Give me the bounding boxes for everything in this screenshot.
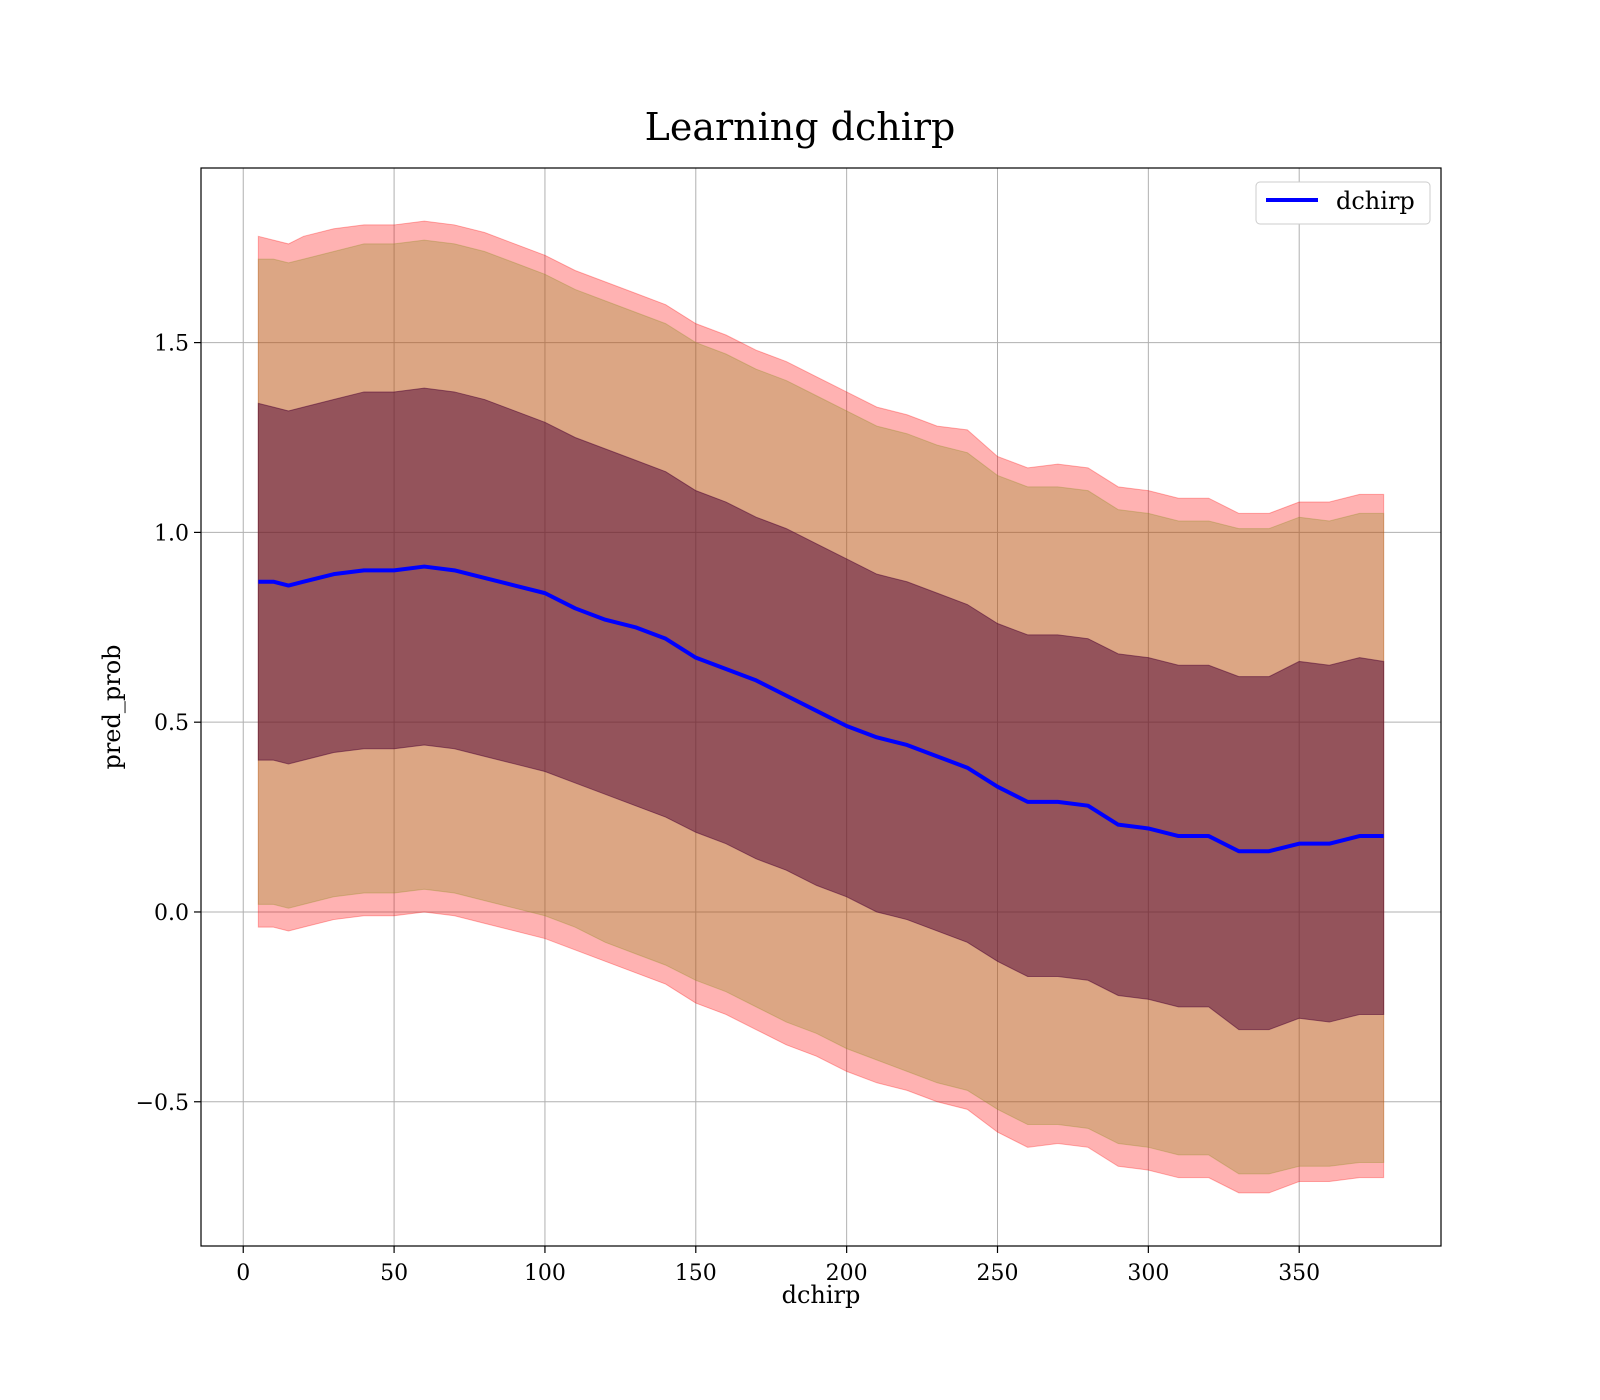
x-tick-label-0: 0 <box>236 1261 250 1286</box>
x-tick-label-3: 150 <box>675 1261 717 1286</box>
y-tick-label-3: 1.0 <box>154 521 189 546</box>
band-2 <box>257 387 1385 1031</box>
y-tick-label-0: −0.5 <box>136 1091 189 1116</box>
x-tick-label-7: 350 <box>1278 1261 1320 1286</box>
x-tick-label-5: 250 <box>976 1261 1018 1286</box>
legend: dchirp <box>1255 181 1431 225</box>
x-tick-label-6: 300 <box>1127 1261 1169 1286</box>
x-tick-label-2: 100 <box>524 1261 566 1286</box>
chart-title: Learning dchirp <box>645 105 956 149</box>
series-line-0 <box>258 564 1384 854</box>
y-axis-ticks: −0.5 0.0 0.5 1.0 1.5 <box>136 332 201 1116</box>
y-tick-label-4: 1.5 <box>154 332 189 357</box>
legend-label: dchirp <box>1336 187 1415 215</box>
x-tick-label-1: 50 <box>380 1261 408 1286</box>
confidence-bands <box>257 220 1385 1194</box>
legend-box <box>1255 181 1431 225</box>
plot-frame <box>200 167 1442 1247</box>
x-axis-ticks: 0 50 100 150 200 250 300 350 <box>236 1246 1320 1286</box>
x-tick-label-4: 200 <box>826 1261 868 1286</box>
series-lines <box>258 564 1384 854</box>
y-tick-label-1: 0.0 <box>154 901 189 926</box>
y-tick-label-2: 0.5 <box>154 711 189 736</box>
x-axis-label: dchirp <box>782 1281 861 1309</box>
y-axis-label: pred_prob <box>98 644 126 769</box>
